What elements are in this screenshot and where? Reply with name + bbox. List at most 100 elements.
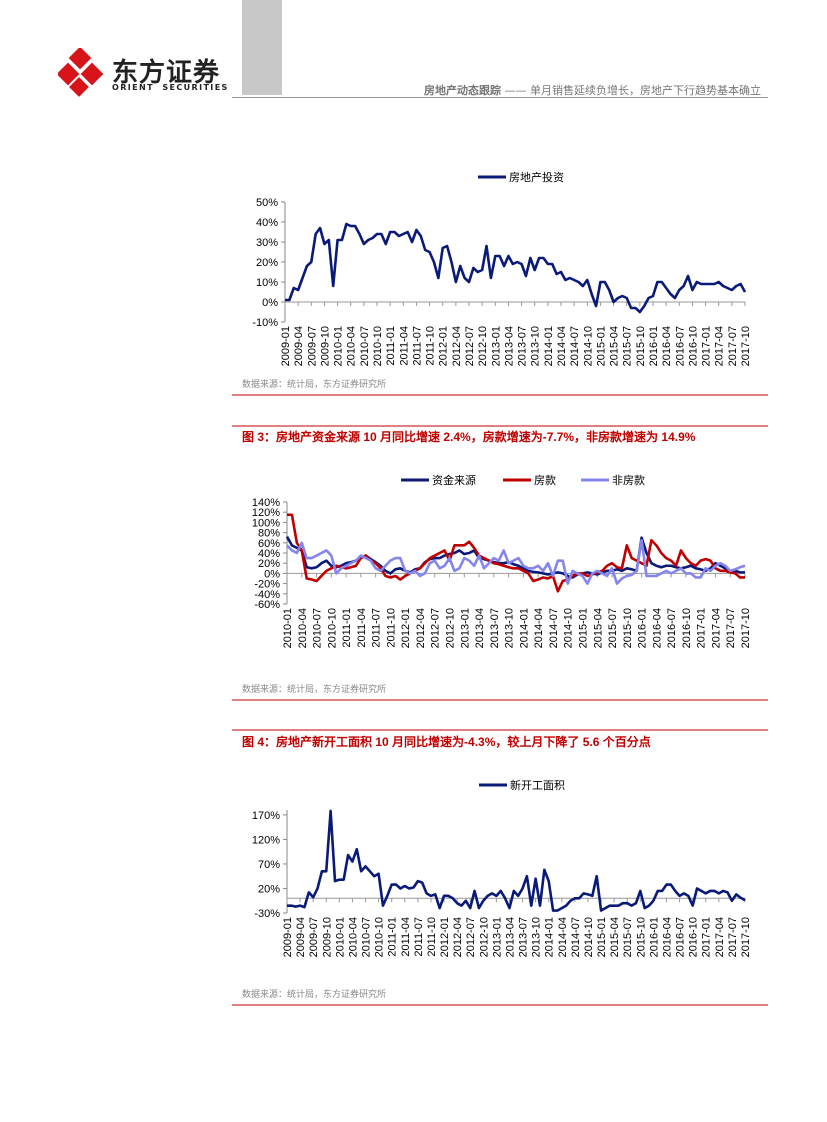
x-tick-label: 2013-07 <box>517 326 529 366</box>
x-tick-label: 2011-01 <box>341 608 353 648</box>
x-tick-label: 2012-01 <box>400 608 412 648</box>
x-tick-label: 2011-07 <box>413 917 425 957</box>
y-tick-label: 70% <box>258 859 280 871</box>
x-tick-label: 2015-04 <box>609 326 621 366</box>
header-rule <box>232 97 768 98</box>
y-tick-label: 140% <box>252 497 280 509</box>
x-tick-label: 2015-07 <box>622 917 634 957</box>
x-tick-label: 2011-01 <box>385 326 397 366</box>
y-tick-label: -40% <box>254 589 280 601</box>
x-tick-label: 2011-07 <box>371 608 383 648</box>
x-tick-label: 2015-10 <box>635 326 647 366</box>
x-tick-label: 2009-04 <box>295 917 307 957</box>
y-tick-label: -60% <box>254 599 280 611</box>
y-tick-label: 100% <box>252 517 280 529</box>
x-tick-label: 2016-01 <box>637 608 649 648</box>
x-tick-label: 2017-07 <box>725 608 737 648</box>
x-tick-label: 2011-07 <box>411 326 423 366</box>
x-tick-label: 2009-01 <box>282 917 294 957</box>
x-tick-label: 2014-01 <box>544 917 556 957</box>
x-tick-label: 2017-07 <box>727 917 739 957</box>
x-tick-label: 2012-07 <box>430 608 442 648</box>
x-tick-label: 2011-01 <box>387 917 399 957</box>
x-tick-label: 2015-07 <box>607 608 619 648</box>
y-tick-label: 80% <box>258 528 280 540</box>
x-tick-label: 2013-01 <box>491 917 503 957</box>
source-note: 数据来源：统计局，东方证券研究所 <box>242 988 386 999</box>
y-tick-label: 20% <box>258 558 280 570</box>
x-tick-label: 2009-10 <box>319 326 331 366</box>
y-tick-label: 0% <box>262 297 278 309</box>
x-tick-label: 2010-10 <box>374 917 386 957</box>
x-tick-label: 2012-01 <box>439 917 451 957</box>
series-line <box>287 513 745 593</box>
x-tick-label: 2013-10 <box>531 917 543 957</box>
x-tick-label: 2010-10 <box>372 326 384 366</box>
x-tick-label: 2016-10 <box>681 608 693 648</box>
x-tick-label: 2016-07 <box>675 917 687 957</box>
x-tick-label: 2014-07 <box>570 917 582 957</box>
series-line <box>285 222 747 314</box>
x-tick-label: 2013-01 <box>459 608 471 648</box>
x-tick-label: 2013-07 <box>489 608 501 648</box>
x-tick-label: 2015-10 <box>622 608 634 648</box>
x-tick-label: 2017-04 <box>710 608 722 648</box>
y-tick-label: 40% <box>258 548 280 560</box>
logo-cn: 东方证券 <box>112 58 221 88</box>
x-tick-label: 2014-04 <box>557 917 569 957</box>
x-tick-label: 2009-10 <box>321 917 333 957</box>
x-tick-label: 2016-04 <box>651 608 663 648</box>
x-tick-label: 2013-04 <box>504 917 516 957</box>
header-section: 房地产动态跟踪 —— 单月销售延续负增长，房地产下行趋势基本确立 <box>424 82 761 98</box>
x-tick-label: 2011-04 <box>356 608 368 648</box>
x-tick-label: 2013-07 <box>518 917 530 957</box>
x-tick-label: 2014-10 <box>583 917 595 957</box>
legend-label: 资金来源 <box>432 473 476 487</box>
x-tick-label: 2012-10 <box>478 917 490 957</box>
x-tick-label: 2017-04 <box>714 917 726 957</box>
x-tick-label: 2016-04 <box>661 917 673 957</box>
x-tick-label: 2017-01 <box>701 326 713 366</box>
x-tick-label: 2012-04 <box>451 326 463 366</box>
x-tick-label: 2010-07 <box>312 608 324 648</box>
x-tick-label: 2010-01 <box>282 608 294 648</box>
x-tick-label: 2012-07 <box>465 917 477 957</box>
x-tick-label: 2012-07 <box>464 326 476 366</box>
x-tick-label: 2009-01 <box>280 326 292 366</box>
x-tick-label: 2011-04 <box>400 917 412 957</box>
x-tick-label: 2016-10 <box>688 917 700 957</box>
dash: —— <box>504 84 527 97</box>
x-tick-label: 2017-01 <box>701 917 713 957</box>
x-tick-label: 2013-10 <box>504 608 516 648</box>
x-tick-label: 2010-07 <box>361 917 373 957</box>
x-tick-label: 2016-04 <box>661 326 673 366</box>
x-tick-label: 2016-10 <box>687 326 699 366</box>
x-tick-label: 2016-07 <box>674 326 686 366</box>
y-tick-label: 50% <box>256 197 278 209</box>
x-tick-label: 2014-01 <box>518 608 530 648</box>
x-tick-label: 2010-10 <box>326 608 338 648</box>
x-tick-label: 2016-01 <box>648 917 660 957</box>
x-tick-label: 2010-04 <box>346 326 358 366</box>
figure-title: 图 3：房地产资金来源 10 月同比增速 2.4%，房款增速为-7.7%，非房款… <box>242 429 696 444</box>
y-tick-label: -20% <box>254 579 280 591</box>
x-tick-label: 2013-04 <box>503 326 515 366</box>
x-tick-label: 2015-04 <box>609 917 621 957</box>
series-line <box>286 538 746 585</box>
x-tick-label: 2013-10 <box>530 326 542 366</box>
x-tick-label: 2010-07 <box>359 326 371 366</box>
x-tick-label: 2012-01 <box>438 326 450 366</box>
x-tick-label: 2012-04 <box>415 608 427 648</box>
x-tick-label: 2014-01 <box>543 326 555 366</box>
header-subtitle: 单月销售延续负增长，房地产下行趋势基本确立 <box>530 84 761 97</box>
x-tick-label: 2015-10 <box>635 917 647 957</box>
x-tick-label: 2014-07 <box>548 608 560 648</box>
x-tick-label: 2011-10 <box>385 608 397 648</box>
x-tick-label: 2014-10 <box>563 608 575 648</box>
x-tick-label: 2010-04 <box>297 608 309 648</box>
x-tick-label: 2017-10 <box>740 917 752 957</box>
x-tick-label: 2015-01 <box>577 608 589 648</box>
x-tick-label: 2009-04 <box>293 326 305 366</box>
